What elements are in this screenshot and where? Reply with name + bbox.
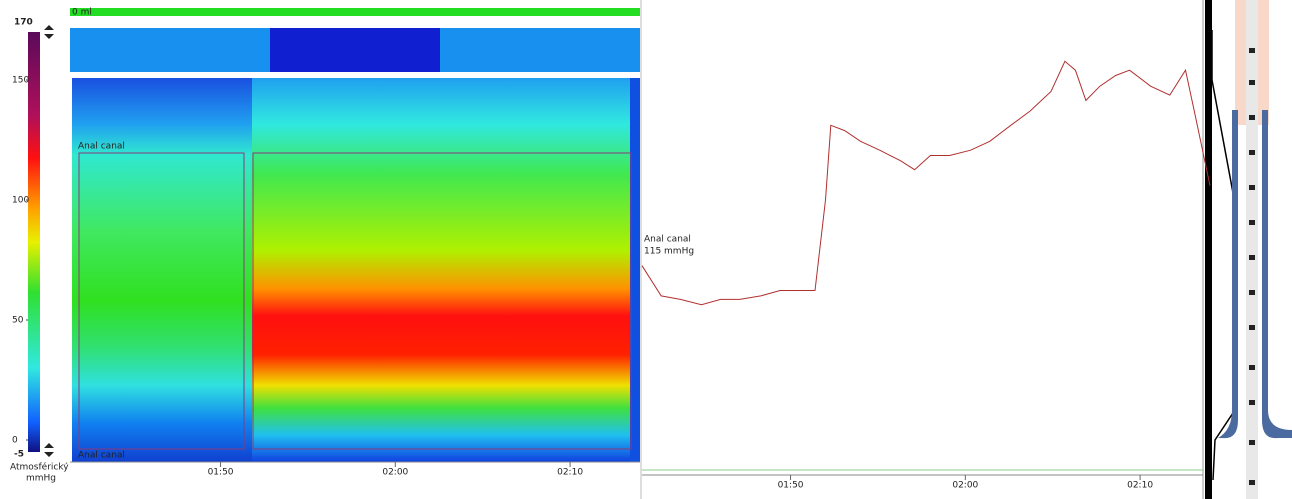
unit-label: Atmosférický: [10, 462, 69, 473]
pressure-trace: [641, 60, 1211, 306]
x-tick-label: 02:00: [382, 468, 408, 478]
heatmap-rest: [72, 78, 252, 462]
cursor-label: 115 mmHg: [644, 247, 694, 257]
colorbar-tick-label: 0: [12, 436, 18, 446]
sphincter-left: [1218, 110, 1238, 439]
volume-bar: [70, 8, 640, 16]
region-box[interactable]: [252, 152, 632, 450]
region-label: Anal canal: [78, 142, 125, 152]
heatmap-end: [630, 78, 640, 462]
region-label: Anal canal: [78, 451, 125, 461]
profile-strip: [1212, 0, 1232, 499]
x-tick-label: 02:10: [1127, 481, 1153, 491]
colorbar-tick-label: 50: [12, 316, 24, 326]
heatmap-squeeze: [252, 78, 630, 462]
volume-label: 0 ml: [72, 8, 92, 18]
catheter-sensors: [1249, 48, 1255, 485]
x-tick-label: 01:50: [778, 481, 804, 491]
cursor-label: Anal canal: [644, 235, 691, 245]
colorbar-min: -5: [14, 450, 24, 460]
region-box[interactable]: [78, 152, 245, 450]
x-tick-label: 02:10: [557, 468, 583, 478]
catheter: [1246, 0, 1258, 499]
sensor-band-active: [270, 28, 440, 72]
colorbar: [28, 32, 40, 452]
unit-label: mmHg: [26, 474, 56, 484]
x-tick-label: 01:50: [208, 468, 234, 478]
colorbar-tick-label: 100: [12, 196, 29, 206]
colorbar-tick-label: 150: [12, 76, 29, 86]
colorbar-max: 170: [14, 18, 33, 28]
x-tick-label: 02:00: [952, 481, 978, 491]
colorbar-arrows[interactable]: [44, 25, 54, 457]
sphincter-right: [1262, 110, 1292, 439]
